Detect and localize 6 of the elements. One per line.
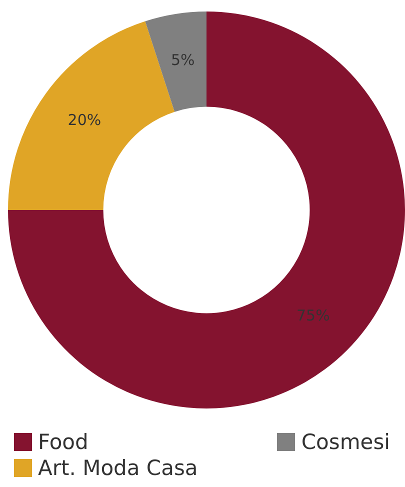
- data-label: 5%: [171, 50, 195, 69]
- legend-label: Art. Moda Casa: [38, 456, 198, 480]
- legend-label: Food: [38, 430, 88, 454]
- data-label: 20%: [68, 111, 102, 130]
- legend-label: Cosmesi: [301, 430, 390, 454]
- data-label: 75%: [296, 306, 330, 325]
